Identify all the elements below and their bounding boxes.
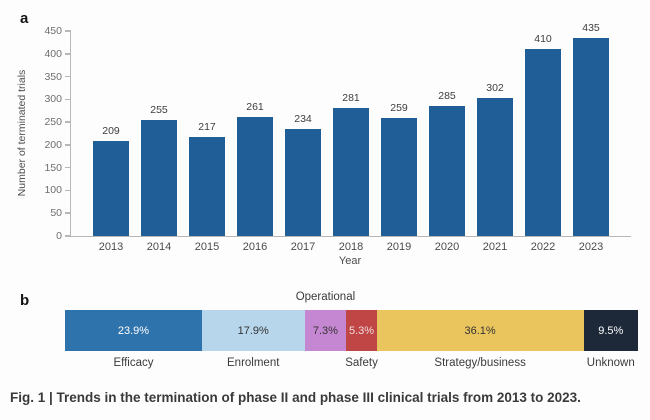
y-axis-tick-label: 350 — [44, 70, 62, 83]
segment-label-strategy-business: Strategy/business — [434, 357, 526, 369]
bar-value-label-2021: 302 — [486, 82, 504, 94]
figure-caption: Fig. 1 | Trends in the termination of ph… — [10, 390, 581, 405]
y-axis-tick-label: 300 — [44, 93, 62, 106]
y-axis-tick — [65, 98, 71, 101]
y-axis-tick — [65, 212, 71, 214]
bar-value-label-2015: 217 — [198, 121, 216, 133]
bar-2016 — [237, 117, 273, 236]
segment-safety: 5.3% — [346, 310, 377, 351]
x-axis-tick-label-2016: 2016 — [242, 241, 268, 253]
x-axis-tick-label-2021: 2021 — [482, 241, 508, 253]
bar-chart-plot-area: 209 2013 255 2014 217 2015 261 2016 234 2017 281 20… — [44, 22, 631, 253]
bar-value-label-2019: 259 — [390, 102, 408, 114]
bar-value-label-2020: 285 — [438, 90, 456, 102]
bar-2019 — [381, 118, 417, 236]
x-axis-tick-label-2019: 2019 — [386, 241, 412, 253]
bar-2018 — [333, 108, 369, 236]
bar-group-2016: 261 2016 — [231, 31, 279, 253]
y-axis-tick-label: 250 — [44, 116, 62, 129]
segment-label-operational: Operational — [295, 291, 356, 303]
x-axis-tick-label-2020: 2020 — [434, 241, 460, 253]
bar-group-2018: 281 2018 — [327, 31, 375, 253]
y-axis-tick-label: 100 — [44, 184, 62, 197]
bar-series: 209 2013 255 2014 217 2015 261 2016 234 2017 281 20… — [87, 22, 615, 253]
panel-a-label: a — [20, 10, 29, 27]
bar-value-label-2016: 261 — [246, 101, 264, 113]
segment-label-unknown: Unknown — [586, 357, 635, 369]
segment-enrolment: 17.9% — [201, 310, 305, 351]
y-axis-tick-label: 0 — [56, 230, 62, 242]
segment-strategy-business: 36.1% — [376, 310, 584, 351]
y-axis-tick — [65, 53, 71, 55]
y-axis-tick-label: 400 — [44, 47, 62, 60]
bar-2023 — [573, 38, 609, 236]
bar-group-2022: 410 2022 — [519, 31, 567, 253]
segment-unknown: 9.5% — [583, 310, 638, 351]
bar-2013 — [93, 141, 129, 236]
y-axis-tick — [65, 166, 71, 169]
y-axis-tick — [65, 189, 71, 192]
y-axis-tick — [65, 75, 71, 78]
segment-label-safety: Safety — [345, 357, 378, 369]
panel-b-label: b — [20, 292, 30, 309]
bar-2015 — [189, 137, 225, 236]
x-axis-tick-label-2015: 2015 — [194, 241, 220, 253]
bar-value-label-2017: 234 — [294, 113, 312, 125]
bar-group-2019: 259 2019 — [375, 31, 423, 253]
segment-label-efficacy: Efficacy — [113, 357, 154, 369]
x-axis-tick-label-2017: 2017 — [290, 241, 316, 253]
bar-2021 — [477, 98, 513, 236]
bar-group-2021: 302 2021 — [471, 31, 519, 253]
segment-operational: 7.3% — [304, 310, 347, 351]
bar-group-2020: 285 2020 — [423, 31, 471, 253]
y-axis-title: Number of terminated trials — [16, 69, 28, 197]
y-axis-tick — [65, 121, 71, 123]
bar-group-2014: 255 2014 — [135, 31, 183, 253]
bar-2020 — [429, 106, 465, 236]
segment-efficacy: 23.9% — [65, 310, 202, 351]
bar-value-label-2014: 255 — [150, 104, 168, 116]
y-axis-tick-label: 200 — [44, 138, 62, 151]
bar-value-label-2023: 435 — [582, 22, 600, 34]
x-axis-tick-label-2022: 2022 — [530, 241, 556, 253]
bar-group-2015: 217 2015 — [183, 31, 231, 253]
bar-2017 — [285, 129, 321, 236]
y-axis-tick-label: 150 — [44, 161, 62, 174]
bar-group-2013: 209 2013 — [87, 31, 135, 253]
stacked-bar: 23.9% 17.9% 7.3% 5.3% 36.1% 9.5% — [65, 310, 638, 351]
bar-value-label-2013: 209 — [102, 125, 120, 137]
bar-2022 — [525, 49, 561, 236]
x-axis-tick-label-2013: 2013 — [98, 241, 124, 253]
x-axis-tick-label-2014: 2014 — [146, 241, 172, 253]
y-axis-tick-label: 50 — [50, 207, 62, 220]
y-axis-tick — [65, 30, 71, 32]
segment-label-enrolment: Enrolment — [227, 357, 280, 369]
bar-value-label-2022: 410 — [534, 33, 552, 45]
y-axis-tick-label: 450 — [44, 25, 62, 37]
bar-value-label-2018: 281 — [342, 92, 360, 104]
x-axis-tick-label-2018: 2018 — [338, 241, 364, 253]
y-axis-tick — [65, 144, 71, 146]
bar-2014 — [141, 120, 177, 236]
x-axis-title: Year — [338, 255, 362, 267]
bar-group-2023: 435 2023 — [567, 22, 615, 253]
bar-group-2017: 234 2017 — [279, 31, 327, 253]
y-axis-tick — [65, 235, 71, 237]
x-axis-tick-label-2023: 2023 — [578, 241, 604, 253]
